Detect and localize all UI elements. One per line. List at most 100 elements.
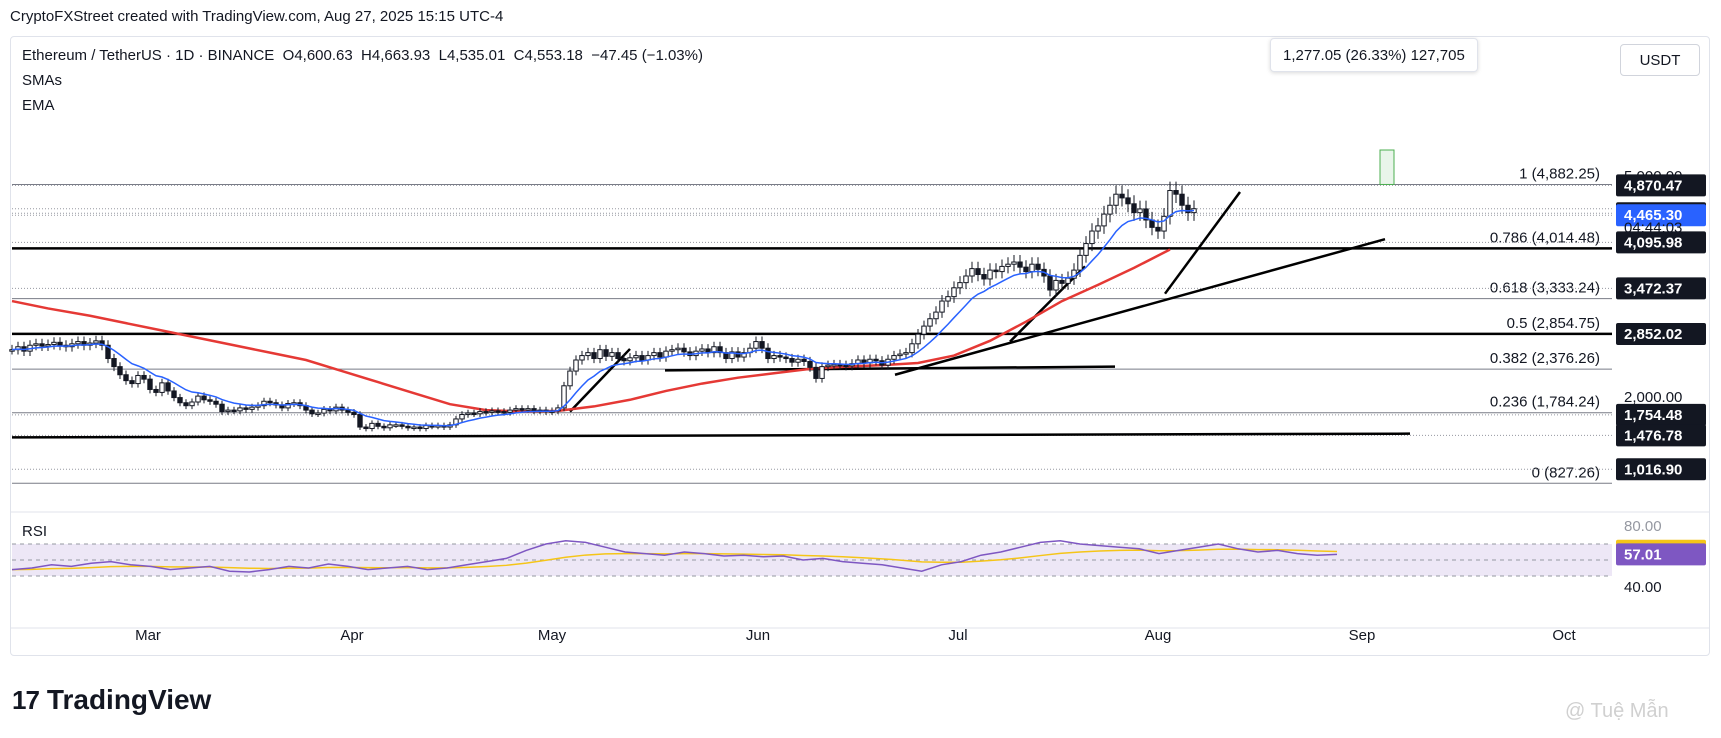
candle-body-50 (309, 409, 315, 415)
candle-body-152 (921, 325, 927, 335)
candle-body-84 (513, 408, 519, 411)
candle-body-78 (477, 411, 483, 415)
candle-body-22 (141, 374, 147, 380)
svg-text:1,476.78: 1,476.78 (1624, 427, 1682, 444)
candle-body-179 (1083, 243, 1089, 256)
candle-body-137 (831, 363, 837, 367)
month-label-jul: Jul (948, 627, 967, 644)
candle-body-56 (345, 409, 351, 413)
candle-body-128 (777, 355, 783, 358)
candle-body-105 (639, 355, 645, 361)
candle-body-182 (1101, 213, 1107, 227)
candle-body-93 (567, 370, 573, 387)
tradingview-logo-icon: 17 (12, 684, 40, 715)
candle-body-15 (99, 340, 105, 346)
symbol-name[interactable]: Ethereum / TetherUS · 1D · BINANCE (22, 47, 275, 64)
candle-body-187 (1131, 203, 1137, 214)
candle-body-40 (249, 406, 255, 410)
measure-range-box (1379, 149, 1395, 185)
candle-body-175 (1059, 279, 1065, 284)
measure-tooltip: 1,277.05 (26.33%) 127,705 (1270, 38, 1478, 72)
candle-body-7 (51, 341, 57, 346)
candle-body-108 (657, 352, 663, 358)
candle-body-133 (807, 360, 813, 368)
candle-body-76 (465, 412, 471, 416)
candle-body-18 (117, 366, 123, 376)
aug-rally-line (1163, 191, 1242, 295)
candle-body-126 (765, 347, 771, 360)
candle-body-173 (1047, 275, 1053, 291)
axis-tick-1: 2,000.00 (1624, 389, 1682, 406)
candle-body-161 (975, 268, 981, 276)
tradingview-brand[interactable]: 17 TradingView (12, 684, 211, 716)
candle-body-16 (105, 344, 111, 360)
candle-body-150 (909, 343, 915, 354)
rsi-label: RSI (22, 523, 47, 540)
candle-body-130 (789, 358, 795, 363)
candle-body-144 (873, 358, 879, 362)
candle-body-39 (243, 407, 249, 410)
ema-blue-line (11, 209, 1195, 427)
candle-body-51 (315, 412, 321, 416)
candle-body-8 (57, 341, 63, 346)
fib-level-label-0: 1 (4,882.25) (1519, 165, 1600, 182)
candle-body-115 (699, 348, 705, 352)
ohlc-values: O4,600.63 H4,663.93 L4,535.01 C4,553.18 … (282, 47, 703, 64)
candle-body-139 (843, 364, 849, 368)
fib-level-label-1: 0.786 (4,014.48) (1490, 229, 1600, 246)
candle-body-117 (711, 346, 717, 354)
candle-body-28 (177, 397, 183, 404)
candle-body-52 (321, 408, 327, 414)
candle-body-131 (795, 358, 801, 363)
candle-body-98 (597, 349, 603, 360)
bar-countdown: 04:44:03 (1624, 220, 1682, 237)
candle-body-168 (1017, 261, 1023, 268)
fib-level-label-5: 0.236 (1,784.24) (1490, 394, 1600, 411)
candle-body-157 (951, 287, 957, 298)
candle-body-122 (741, 352, 747, 358)
sma-indicator-label[interactable]: SMAs (22, 72, 63, 89)
candle-body-195 (1179, 193, 1185, 206)
candle-body-68 (417, 426, 423, 430)
ascending-trendline (894, 237, 1386, 376)
ema-indicator-label[interactable]: EMA (22, 97, 55, 114)
candle-body-19 (123, 374, 129, 382)
candle-body-60 (369, 422, 375, 430)
currency-button[interactable]: USDT (1620, 44, 1700, 76)
candle-body-79 (483, 411, 489, 414)
candle-body-37 (231, 409, 237, 413)
candle-body-29 (183, 402, 189, 407)
candle-body-66 (405, 425, 411, 429)
candle-body-97 (591, 352, 597, 360)
candle-body-189 (1143, 208, 1149, 221)
candle-body-11 (75, 341, 81, 345)
candle-body-102 (621, 358, 627, 362)
candle-body-30 (189, 401, 195, 407)
candle-body-169 (1023, 266, 1029, 273)
candle-body-92 (561, 385, 567, 409)
candle-body-158 (957, 282, 963, 289)
svg-text:4,870.47: 4,870.47 (1624, 177, 1682, 194)
symbol-header[interactable]: Ethereum / TetherUS · 1D · BINANCE O4,60… (22, 47, 703, 64)
rsi-tick-80: 80.00 (1624, 518, 1662, 535)
chart-caption: CryptoFXStreet created with TradingView.… (10, 8, 504, 25)
svg-text:2,852.02: 2,852.02 (1624, 326, 1682, 343)
candle-body-178 (1077, 254, 1083, 271)
candle-body-24 (153, 388, 159, 393)
candle-body-100 (609, 352, 615, 357)
july-rally-line (1009, 265, 1086, 343)
candle-body-65 (399, 424, 405, 427)
price-label-0: 4,870.47 (1616, 174, 1706, 197)
fib-level-label-6: 0 (827.26) (1532, 464, 1600, 481)
candle-body-35 (219, 403, 225, 413)
candle-body-26 (165, 382, 171, 392)
candle-body-188 (1137, 208, 1143, 214)
candle-body-193 (1167, 190, 1173, 217)
candle-body-120 (729, 351, 735, 360)
candle-body-127 (771, 355, 777, 360)
candle-body-156 (945, 296, 951, 302)
candle-body-149 (903, 352, 909, 355)
price-label-6: 2,852.02 (1616, 323, 1706, 346)
candle-body-111 (675, 347, 681, 351)
